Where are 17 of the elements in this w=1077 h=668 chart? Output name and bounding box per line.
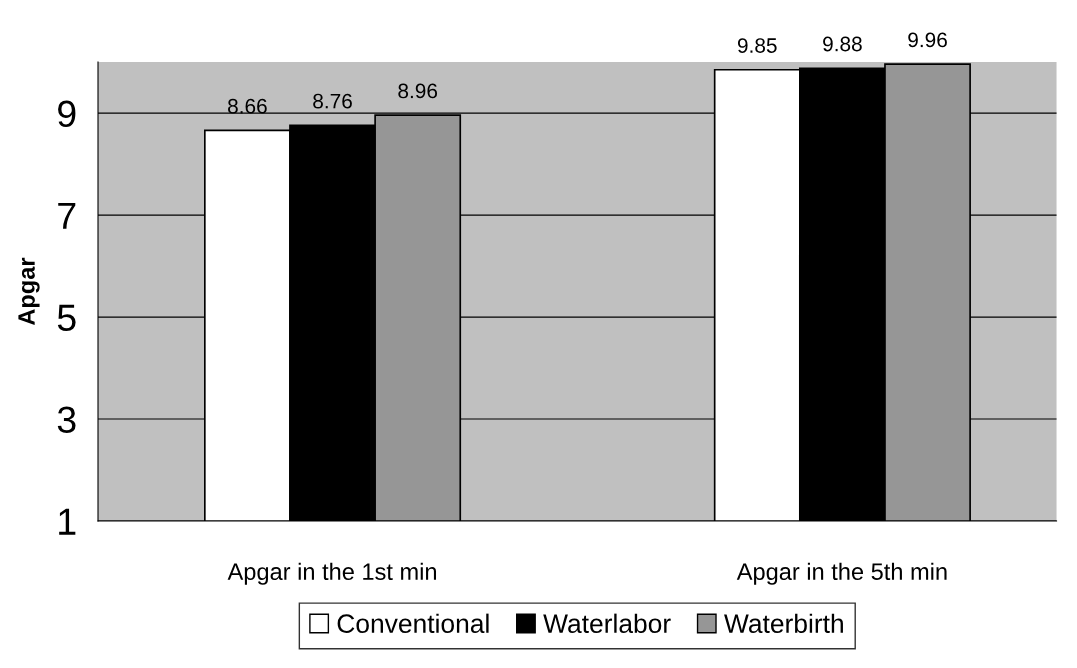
y-tick-label: 9	[58, 100, 76, 128]
legend-label: Waterbirth	[724, 613, 843, 634]
data-label: 8.96	[398, 83, 438, 99]
data-label: 9.88	[823, 36, 862, 52]
data-label: 8.76	[313, 93, 352, 109]
y-tick-label: 5	[57, 304, 76, 332]
y-tick-label: 1	[59, 508, 76, 535]
x-tick-label: Apgar in the 5th min	[736, 562, 947, 585]
data-label: 9.85	[737, 38, 777, 53]
data-label: 8.66	[228, 98, 267, 114]
y-tick-label: 7	[58, 202, 76, 229]
legend-label: Waterlabor	[543, 613, 671, 634]
x-tick-label: Apgar in the 1st min	[227, 562, 437, 585]
legend-label: Conventional	[337, 613, 489, 634]
y-axis-title: Apgar	[18, 257, 40, 326]
data-label: 9.96	[908, 32, 947, 48]
y-tick-label: 3	[57, 406, 76, 434]
